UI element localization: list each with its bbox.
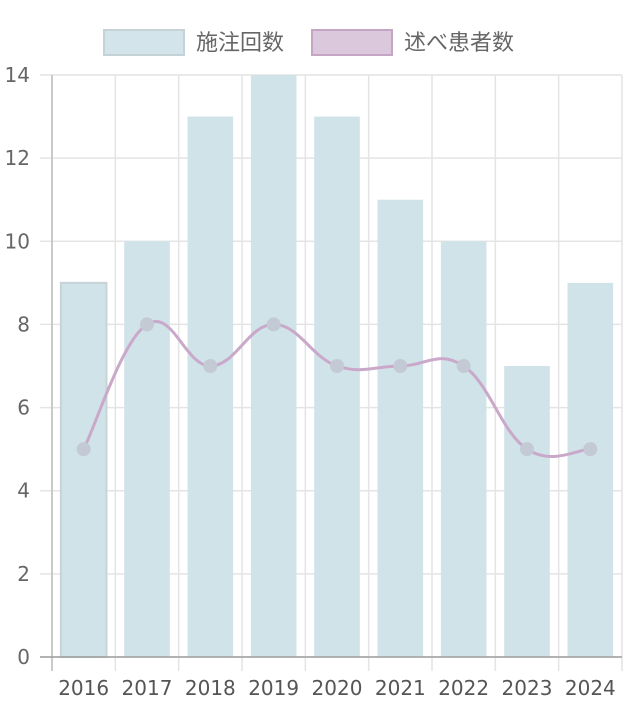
legend-label-bar: 施注回数 (196, 31, 284, 56)
x-tick-label: 2023 (502, 676, 553, 700)
y-tick-label: 0 (17, 645, 30, 669)
bar-2021 (377, 199, 424, 657)
line-point-2018 (203, 359, 218, 373)
line-point-2020 (330, 359, 344, 373)
bar-2022 (440, 241, 487, 658)
bar-2019 (250, 75, 297, 657)
line-point-2022 (456, 359, 471, 373)
y-tick-label: 10 (5, 229, 30, 253)
legend-swatch-bar (103, 29, 185, 56)
x-tick-label: 2021 (375, 676, 426, 700)
line-point-2024 (583, 442, 598, 457)
line-series (76, 317, 598, 459)
x-tick-label: 2020 (312, 676, 363, 700)
y-tick-label: 8 (17, 312, 30, 336)
y-tick-label: 12 (5, 146, 30, 170)
x-tick-label: 2016 (58, 676, 109, 700)
bar-2017 (124, 241, 170, 658)
legend-label-line: 述べ患者数 (404, 31, 514, 56)
bar-2018 (187, 116, 234, 658)
bar-2024 (567, 282, 614, 657)
y-tick-label: 2 (17, 562, 30, 586)
bar-2020 (314, 116, 360, 658)
x-tick-label: 2024 (565, 676, 616, 700)
line-point-2021 (393, 359, 408, 373)
y-tick-label: 6 (17, 396, 30, 420)
bar-2016 (59, 281, 108, 658)
bar-series (59, 75, 614, 658)
x-tick-label: 2019 (248, 676, 299, 700)
line-point-2019 (266, 317, 281, 332)
legend: 施注回数 述べ患者数 (103, 29, 514, 56)
axes: 0 2 4 6 8 10 12 14 2016 2017 2018 2019 2020 2021 2022 2… (5, 63, 622, 700)
line-point-2017 (140, 317, 154, 332)
bar-2023 (504, 366, 550, 657)
y-tick-label: 14 (5, 63, 30, 87)
legend-swatch-line (311, 29, 393, 56)
x-tick-label: 2017 (122, 676, 173, 700)
line-point-2023 (520, 442, 534, 457)
y-tick-label: 4 (17, 479, 30, 503)
line-point-2016 (76, 442, 91, 457)
x-tick-label: 2018 (185, 676, 236, 700)
x-tick-label: 2022 (438, 676, 489, 700)
